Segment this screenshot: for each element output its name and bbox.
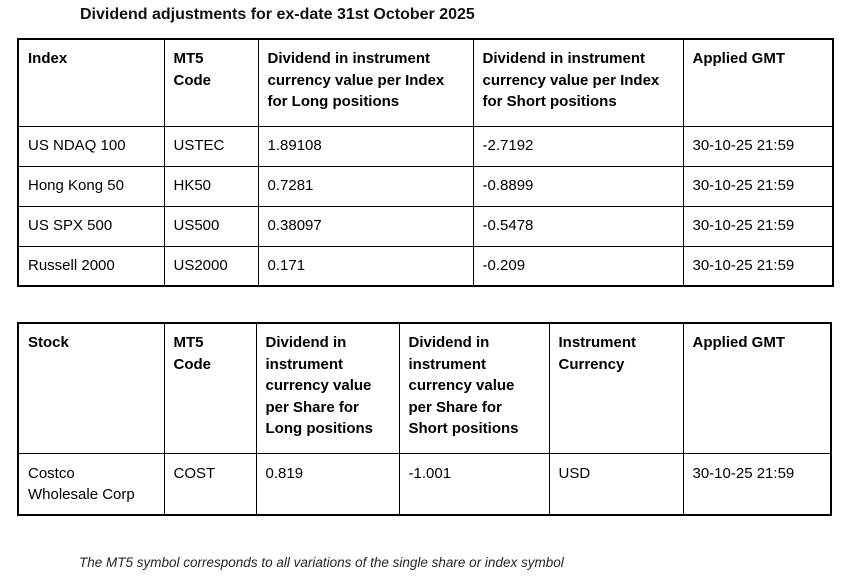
index-table-header: Index MT5 Code Dividend in instrument cu…: [17, 38, 834, 127]
dividend-short-cell: -1.001: [398, 452, 550, 515]
stock-table-header-applied-gmt: Applied GMT: [682, 322, 832, 454]
index-table-header-row: Index MT5 Code Dividend in instrument cu…: [17, 38, 834, 127]
stock-table-header-dividend-short: Dividend in instrument currency value pe…: [398, 322, 550, 454]
dividend-short-cell: -0.5478: [472, 205, 684, 247]
dividend-long-cell: 0.38097: [257, 205, 474, 247]
table-row: US SPX 500 US500 0.38097 -0.5478 30-10-2…: [17, 205, 834, 247]
dividend-short-cell: -0.209: [472, 245, 684, 287]
index-table-body: US NDAQ 100 USTEC 1.89108 -2.7192 30-10-…: [17, 125, 834, 287]
dividend-long-cell: 0.819: [255, 452, 400, 515]
stock-dividends-table: Stock MT5 Code Dividend in instrument cu…: [17, 322, 832, 516]
mt5-code-cell: USTEC: [163, 125, 259, 167]
instrument-currency-cell: USD: [548, 452, 684, 515]
stock-table-header-stock: Stock: [17, 322, 165, 454]
stock-table-header-row: Stock MT5 Code Dividend in instrument cu…: [17, 322, 832, 454]
table-row: Costco Wholesale Corp COST 0.819 -1.001 …: [17, 452, 832, 515]
index-table-header-applied-gmt: Applied GMT: [682, 38, 834, 127]
stock-name-cell: Costco Wholesale Corp: [17, 452, 165, 515]
index-dividends-table: Index MT5 Code Dividend in instrument cu…: [17, 38, 834, 287]
applied-gmt-cell: 30-10-25 21:59: [682, 165, 834, 207]
applied-gmt-cell: 30-10-25 21:59: [682, 245, 834, 287]
index-table-header-index: Index: [17, 38, 165, 127]
page-title: Dividend adjustments for ex-date 31st Oc…: [80, 6, 475, 23]
table-row: US NDAQ 100 USTEC 1.89108 -2.7192 30-10-…: [17, 125, 834, 167]
applied-gmt-cell: 30-10-25 21:59: [682, 452, 832, 515]
dividend-short-cell: -0.8899: [472, 165, 684, 207]
table-row: Hong Kong 50 HK50 0.7281 -0.8899 30-10-2…: [17, 165, 834, 207]
stock-table-header-dividend-long: Dividend in instrument currency value pe…: [255, 322, 400, 454]
stock-table-body: Costco Wholesale Corp COST 0.819 -1.001 …: [17, 452, 832, 515]
index-name-cell: US NDAQ 100: [17, 125, 165, 167]
stock-table-header-mt5-code: MT5 Code: [163, 322, 257, 454]
dividend-long-cell: 0.171: [257, 245, 474, 287]
table-row: Russell 2000 US2000 0.171 -0.209 30-10-2…: [17, 245, 834, 287]
footnote-text: The MT5 symbol corresponds to all variat…: [79, 555, 564, 570]
stock-table-header: Stock MT5 Code Dividend in instrument cu…: [17, 322, 832, 454]
index-name-cell: Hong Kong 50: [17, 165, 165, 207]
applied-gmt-cell: 30-10-25 21:59: [682, 125, 834, 167]
index-name-cell: Russell 2000: [17, 245, 165, 287]
applied-gmt-cell: 30-10-25 21:59: [682, 205, 834, 247]
index-name-cell: US SPX 500: [17, 205, 165, 247]
mt5-code-cell: COST: [163, 452, 257, 515]
mt5-code-cell: HK50: [163, 165, 259, 207]
mt5-code-cell: US500: [163, 205, 259, 247]
stock-table-header-instrument-currency: Instrument Currency: [548, 322, 684, 454]
dividend-long-cell: 1.89108: [257, 125, 474, 167]
index-table-header-dividend-long: Dividend in instrument currency value pe…: [257, 38, 474, 127]
index-table-header-dividend-short: Dividend in instrument currency value pe…: [472, 38, 684, 127]
mt5-code-cell: US2000: [163, 245, 259, 287]
dividend-long-cell: 0.7281: [257, 165, 474, 207]
dividend-short-cell: -2.7192: [472, 125, 684, 167]
index-table-header-mt5-code: MT5 Code: [163, 38, 259, 127]
